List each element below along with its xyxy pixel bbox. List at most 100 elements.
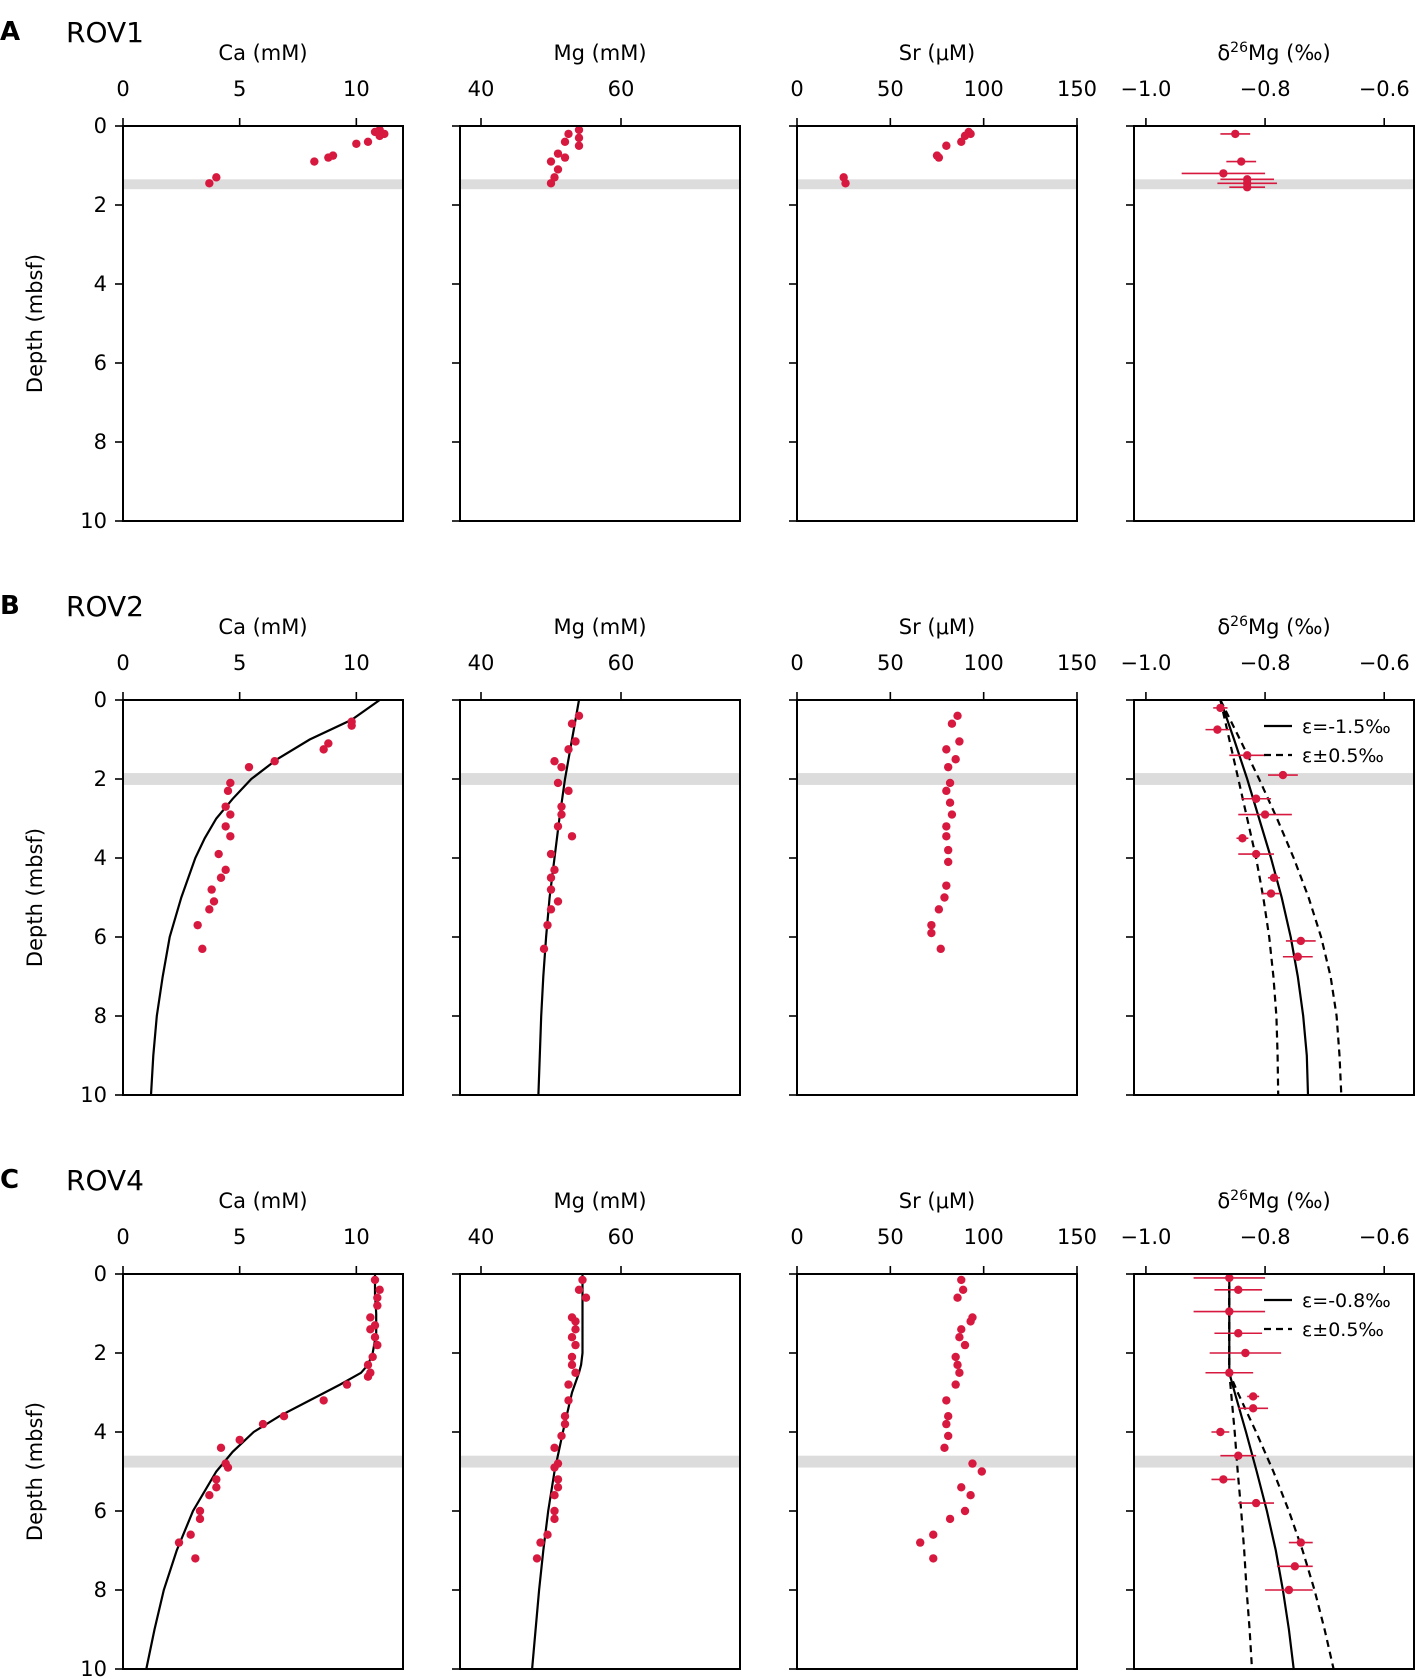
data-point: [944, 845, 953, 855]
data-point: [375, 131, 384, 141]
data-point: [1248, 1392, 1258, 1401]
smtz-band: [460, 1455, 740, 1468]
data-point: [363, 137, 373, 146]
data-point: [560, 1419, 570, 1429]
data-point: [319, 1396, 328, 1405]
x-tick-label: 100: [964, 1225, 1004, 1249]
x-tick-label: 50: [877, 651, 904, 675]
data-point: [574, 141, 584, 150]
data-point: [366, 1313, 375, 1322]
model-curve: [537, 699, 581, 1096]
data-point: [198, 944, 207, 954]
data-point: [940, 893, 949, 902]
data-point: [916, 1538, 925, 1547]
data-point: [375, 1285, 384, 1295]
y-tick-label: 2: [94, 193, 107, 217]
data-point: [550, 1514, 559, 1524]
data-point: [553, 778, 563, 788]
data-point: [226, 832, 235, 841]
x-axis-label: Sr (μM): [899, 615, 976, 639]
data-point: [560, 153, 570, 162]
smtz-band: [1134, 773, 1414, 785]
x-tick-label: −0.6: [1359, 1225, 1410, 1249]
data-point: [216, 873, 226, 882]
smtz-band: [460, 773, 740, 785]
y-tick-label: 0: [94, 114, 107, 138]
smtz-band: [797, 1455, 1077, 1468]
data-point: [942, 822, 951, 831]
data-point: [947, 810, 957, 819]
x-tick-label: 150: [1057, 651, 1097, 675]
y-tick-label: 4: [94, 846, 107, 870]
data-point: [373, 1340, 382, 1350]
data-point: [1219, 169, 1228, 178]
data-point: [347, 721, 356, 730]
x-axis-label: δ26Mg (‰): [1217, 614, 1330, 639]
data-point: [567, 832, 577, 841]
data-point: [966, 1491, 975, 1500]
subplot-d26: δ26Mg (‰) −1.0 −0.8 −0.6 ε=-1.5‰ ε±0.5‰: [1120, 614, 1415, 1096]
x-tick-label: 150: [1057, 77, 1097, 101]
data-point: [955, 1368, 964, 1377]
smtz-band: [460, 179, 740, 190]
data-point: [557, 762, 566, 772]
model-curve-upper: [1228, 1274, 1335, 1670]
data-point: [550, 1491, 559, 1500]
data-point: [1219, 1475, 1228, 1484]
data-point: [957, 137, 966, 146]
data-point: [927, 928, 936, 938]
data-point: [553, 897, 563, 906]
y-tick-label: 8: [94, 1578, 107, 1602]
x-axis-label: Sr (μM): [899, 1189, 976, 1213]
plot-frame: [122, 125, 404, 522]
plot-frame: [796, 699, 1078, 1096]
data-point: [1296, 936, 1306, 946]
data-point: [368, 1352, 377, 1362]
data-point: [945, 1514, 955, 1524]
x-axis-label: Mg (mM): [553, 41, 646, 65]
data-point: [841, 179, 850, 188]
data-point: [550, 757, 559, 766]
subplot-d26: δ26Mg (‰) −1.0 −0.8 −0.6: [1120, 40, 1415, 522]
data-point: [553, 1483, 563, 1492]
plot-frame: [1133, 699, 1415, 1096]
plot-frame: [122, 699, 404, 1096]
smtz-band: [123, 773, 403, 785]
data-point: [270, 757, 279, 766]
data-point: [235, 1435, 244, 1445]
y-axis-label: Depth (mbsf): [23, 254, 47, 393]
data-point: [370, 1275, 380, 1285]
data-point: [942, 1419, 951, 1429]
data-point: [373, 1293, 382, 1302]
data-point: [532, 1554, 542, 1563]
data-point: [216, 1443, 226, 1453]
model-curve: [149, 699, 381, 1096]
smtz-band: [123, 1455, 403, 1468]
x-tick-label: 0: [790, 651, 803, 675]
subplot-ca: Ca (mM) 0 5 10 0 2 4 6 8 10: [80, 41, 404, 533]
data-point: [1234, 1285, 1243, 1295]
data-point: [310, 157, 319, 166]
x-tick-label: 40: [468, 1225, 495, 1249]
data-point: [560, 1412, 570, 1421]
data-point: [567, 1352, 577, 1362]
data-point: [567, 1360, 577, 1370]
data-point: [571, 1340, 580, 1350]
subplot-d26: δ26Mg (‰) −1.0 −0.8 −0.6 ε=-0.8‰ ε±0.5‰: [1120, 1188, 1415, 1670]
plot-frame: [459, 125, 741, 522]
data-point: [1251, 849, 1261, 859]
x-axis-label: Mg (mM): [553, 1189, 646, 1213]
x-tick-label: 100: [964, 651, 1004, 675]
data-point: [942, 1396, 951, 1405]
data-point: [557, 1431, 566, 1441]
data-point: [363, 1372, 373, 1381]
data-point: [193, 920, 202, 930]
data-point: [212, 1475, 221, 1484]
x-tick-label: 0: [116, 1225, 129, 1249]
data-point: [955, 1333, 964, 1342]
legend-dashed-label: ε±0.5‰: [1302, 745, 1384, 767]
data-point: [951, 1380, 960, 1389]
y-tick-label: 2: [94, 767, 107, 791]
data-point: [574, 125, 584, 135]
